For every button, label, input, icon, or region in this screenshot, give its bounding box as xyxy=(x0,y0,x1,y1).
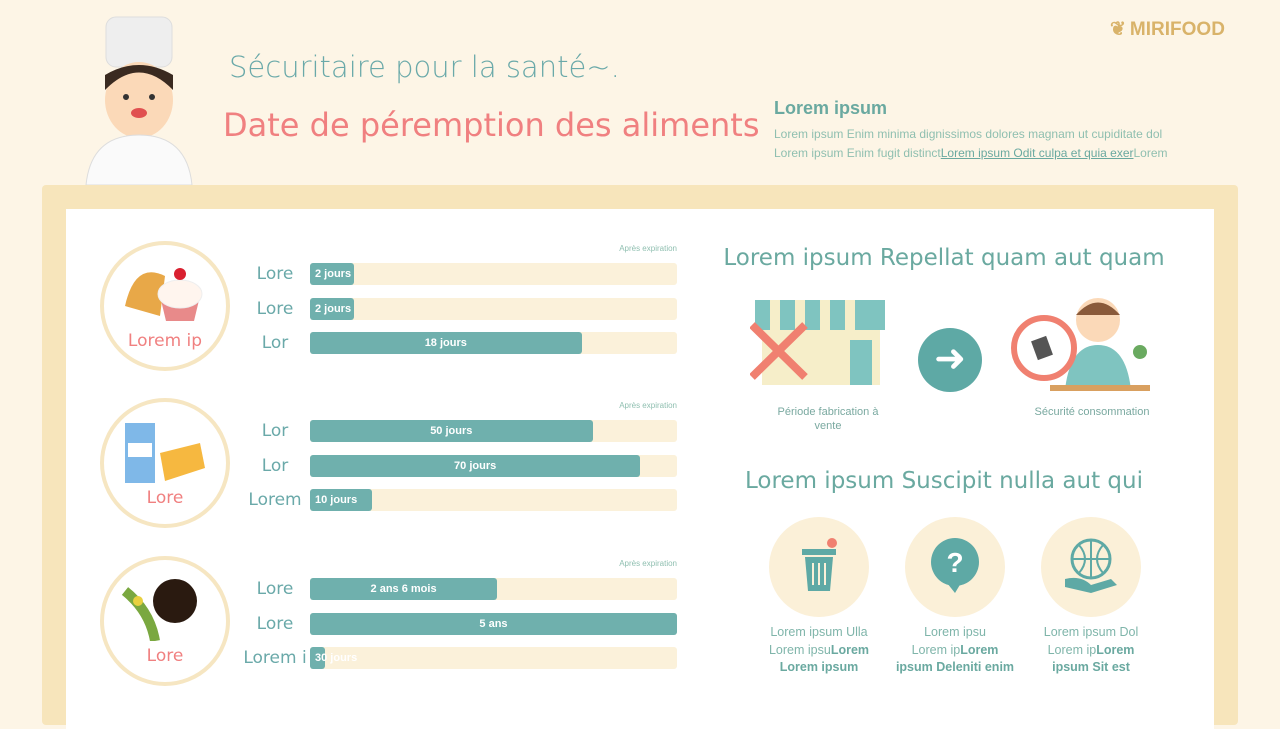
leaf-icon: ❦ xyxy=(1110,19,1126,40)
bar-track: 5 ans xyxy=(310,612,677,635)
bar-track: 70 jours xyxy=(310,454,677,477)
bar-track: 10 jours xyxy=(310,489,677,511)
food-category-1: Lore xyxy=(100,398,230,528)
bar-track: 2 ans 6 mois xyxy=(310,578,677,600)
bar-value: 5 ans xyxy=(479,617,508,630)
bar-row: Lor 18 jours xyxy=(240,331,677,355)
bar-value: 2 jours xyxy=(315,302,352,315)
svg-text:?: ? xyxy=(946,547,963,578)
corn-coffee-icon xyxy=(120,571,210,646)
bar-value: 2 jours xyxy=(315,268,352,280)
section1-heading: Lorem ipsum Repellat quam aut quam xyxy=(723,245,1165,271)
bar-fill: 5 ans xyxy=(310,612,677,635)
page-subtitle: Sécuritaire pour la santé~. xyxy=(229,50,620,84)
bar-value: 18 jours xyxy=(424,337,467,349)
bar-track: 50 jours xyxy=(310,420,677,442)
info-heading: Lorem ipsum xyxy=(774,98,888,118)
bar-row: Lore 5 ans xyxy=(240,612,677,636)
bar-value: 10 jours xyxy=(315,494,358,506)
after-expiration-label: Après expiration xyxy=(619,559,677,568)
benefit-caption: Lorem ipsu Lorem ipLorem ipsum Deleniti en… xyxy=(895,625,1015,674)
bar-value: 50 jours xyxy=(430,425,473,437)
after-expiration-label: Après expiration xyxy=(619,244,677,253)
chef-illustration xyxy=(66,15,216,186)
bar-fill: 50 jours xyxy=(310,420,593,442)
benefit-caption: Lorem ipsum Dol Lorem ipLorem ipsum Sit es… xyxy=(1043,625,1139,674)
consumer-illustration xyxy=(1010,290,1160,400)
bar-fill: 2 ans 6 mois xyxy=(310,578,498,600)
after-expiration-label: Après expiration xyxy=(619,401,677,410)
bar-row: Lor 50 jours xyxy=(240,419,677,443)
trash-icon xyxy=(794,535,844,600)
bar-fill: 2 jours xyxy=(310,263,355,285)
bar-row: Lore 2 ans 6 mois xyxy=(240,577,677,601)
bar-row: Lor 70 jours xyxy=(240,454,677,478)
bar-fill: 18 jours xyxy=(310,332,582,354)
bar-row: Lore 2 jours xyxy=(240,297,677,321)
bar-value: 70 jours xyxy=(454,459,497,472)
bar-row: Lorem i 30 jours xyxy=(240,646,677,670)
brand-logo: ❦ MIRIFOOD xyxy=(1110,18,1225,41)
bar-fill: 30 jours xyxy=(310,647,357,669)
bar-fill: 10 jours xyxy=(310,489,373,511)
food-category-0: Lorem ip xyxy=(100,241,230,371)
bar-fill: 70 jours xyxy=(310,454,641,477)
shop-illustration xyxy=(749,295,885,395)
bar-track: 2 jours xyxy=(310,263,677,285)
benefit-2 xyxy=(1041,517,1141,617)
info-text: Lorem ipsum Enim minima dignissimos dolo… xyxy=(774,127,1168,160)
pastry-icon xyxy=(120,256,210,331)
benefit-0 xyxy=(769,517,869,617)
food-category-2: Lore xyxy=(100,556,230,686)
page-title: Date de péremption des aliments xyxy=(223,106,760,144)
globe-hand-icon xyxy=(1061,535,1121,600)
right-caption: Sécurité consommation xyxy=(1034,406,1150,418)
benefit-1: ? xyxy=(905,517,1005,617)
bar-fill: 2 jours xyxy=(310,297,355,320)
bar-track: 30 jours xyxy=(310,647,677,669)
milk-cheese-icon xyxy=(120,413,210,488)
question-icon: ? xyxy=(925,535,985,600)
bar-row: Lorem 10 jours xyxy=(240,488,677,512)
info-link[interactable]: Lorem ipsum Odit culpa et quia exer xyxy=(940,146,1134,160)
bar-track: 2 jours xyxy=(310,297,677,320)
bar-value: 2 ans 6 mois xyxy=(370,583,437,595)
bar-row: Lore 2 jours xyxy=(240,262,677,286)
section2-heading: Lorem ipsum Suscipit nulla aut qui xyxy=(745,468,1143,494)
bar-track: 18 jours xyxy=(310,332,677,354)
left-caption: Période fabrication à vente xyxy=(777,406,879,432)
benefit-caption: Lorem ipsum Ulla Lorem ipsuLorem Lorem ips… xyxy=(768,625,870,674)
bar-value: 30 jours xyxy=(315,652,358,664)
arrow-right-icon: ➜ xyxy=(918,328,982,392)
